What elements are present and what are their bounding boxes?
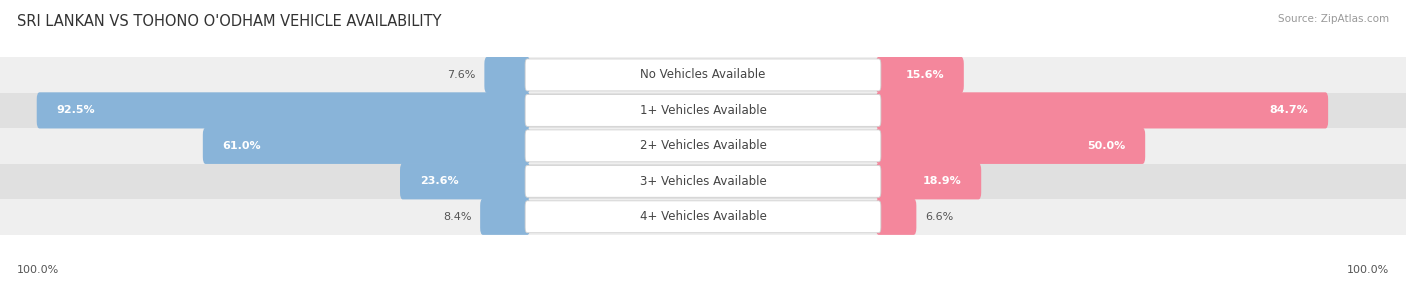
Bar xyxy=(0,199,1406,235)
FancyBboxPatch shape xyxy=(484,57,530,93)
Bar xyxy=(0,128,1406,164)
FancyBboxPatch shape xyxy=(202,128,530,164)
Text: 1+ Vehicles Available: 1+ Vehicles Available xyxy=(640,104,766,117)
Text: 18.9%: 18.9% xyxy=(922,176,962,186)
FancyBboxPatch shape xyxy=(876,163,981,199)
FancyBboxPatch shape xyxy=(526,59,882,91)
FancyBboxPatch shape xyxy=(876,199,917,235)
Text: 61.0%: 61.0% xyxy=(222,141,262,151)
Text: 50.0%: 50.0% xyxy=(1087,141,1125,151)
Text: SRI LANKAN VS TOHONO O'ODHAM VEHICLE AVAILABILITY: SRI LANKAN VS TOHONO O'ODHAM VEHICLE AVA… xyxy=(17,14,441,29)
FancyBboxPatch shape xyxy=(876,57,965,93)
Text: 6.6%: 6.6% xyxy=(925,212,953,222)
Text: 7.6%: 7.6% xyxy=(447,70,475,80)
Text: 3+ Vehicles Available: 3+ Vehicles Available xyxy=(640,175,766,188)
FancyBboxPatch shape xyxy=(526,130,882,162)
Bar xyxy=(0,164,1406,199)
Text: No Vehicles Available: No Vehicles Available xyxy=(640,68,766,82)
Bar xyxy=(0,93,1406,128)
FancyBboxPatch shape xyxy=(526,201,882,233)
Text: 23.6%: 23.6% xyxy=(419,176,458,186)
FancyBboxPatch shape xyxy=(876,128,1144,164)
FancyBboxPatch shape xyxy=(37,92,530,128)
Text: 92.5%: 92.5% xyxy=(56,106,96,115)
FancyBboxPatch shape xyxy=(401,163,530,199)
Text: Source: ZipAtlas.com: Source: ZipAtlas.com xyxy=(1278,14,1389,24)
Text: 4+ Vehicles Available: 4+ Vehicles Available xyxy=(640,210,766,223)
Text: 100.0%: 100.0% xyxy=(17,265,59,275)
FancyBboxPatch shape xyxy=(526,165,882,197)
Text: 8.4%: 8.4% xyxy=(443,212,472,222)
Text: 84.7%: 84.7% xyxy=(1270,106,1309,115)
Text: 2+ Vehicles Available: 2+ Vehicles Available xyxy=(640,139,766,152)
Text: 15.6%: 15.6% xyxy=(905,70,945,80)
Text: 100.0%: 100.0% xyxy=(1347,265,1389,275)
FancyBboxPatch shape xyxy=(481,199,530,235)
FancyBboxPatch shape xyxy=(526,94,882,126)
Bar xyxy=(0,57,1406,93)
FancyBboxPatch shape xyxy=(876,92,1329,128)
